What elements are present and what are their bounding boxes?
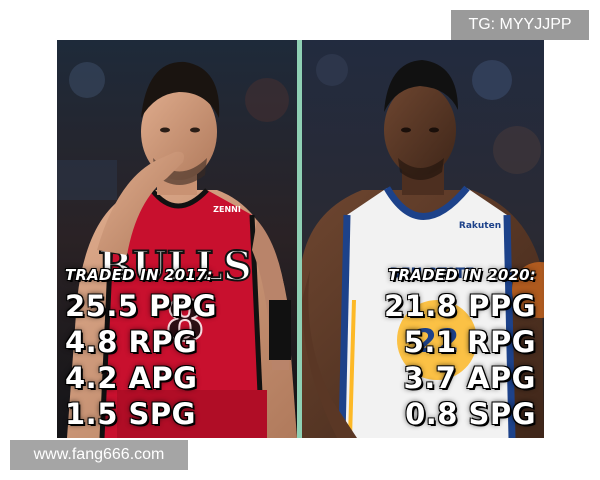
right-stat-ppg: 21.8 PPG [384,289,536,323]
comparison-image: BULLS 8 ZENNI TRADED IN 2017: 25.5 PPG 4… [57,40,544,438]
left-player-photo: BULLS 8 ZENNI [57,40,297,438]
right-player-panel: DEN STATE 22 Rakuten TRADED IN 2020: 21.… [302,40,544,438]
left-stat-rpg: 4.8 RPG [65,325,198,359]
right-stat-rpg: 5.1 RPG [403,325,536,359]
left-traded-label: TRADED IN 2017: [65,266,213,284]
jersey-brand: ZENNI [213,205,241,214]
right-stat-spg: 0.8 SPG [405,397,536,431]
jersey-brand: Rakuten [459,221,501,231]
jersey-number: 8 [166,288,205,354]
jersey-number: 22 [415,322,460,360]
watermark-bottom: www.fang666.com [10,440,188,470]
left-stat-ppg: 25.5 PPG [65,289,217,323]
watermark-top: TG: MYYJJPP [451,10,589,40]
right-player-photo: DEN STATE 22 Rakuten [302,40,544,438]
right-stat-apg: 3.7 APG [403,361,536,395]
left-stats-block: TRADED IN 2017: 25.5 PPG 4.8 RPG 4.2 APG… [57,266,297,432]
left-stat-apg: 4.2 APG [65,361,198,395]
right-stats-block: TRADED IN 2020: 21.8 PPG 5.1 RPG 3.7 APG… [302,266,544,432]
jersey-text: DEN STATE [389,266,474,282]
left-stat-spg: 1.5 SPG [65,397,196,431]
panel-divider [297,40,302,438]
right-traded-label: TRADED IN 2020: [388,266,536,284]
left-player-panel: BULLS 8 ZENNI TRADED IN 2017: 25.5 PPG 4… [57,40,297,438]
